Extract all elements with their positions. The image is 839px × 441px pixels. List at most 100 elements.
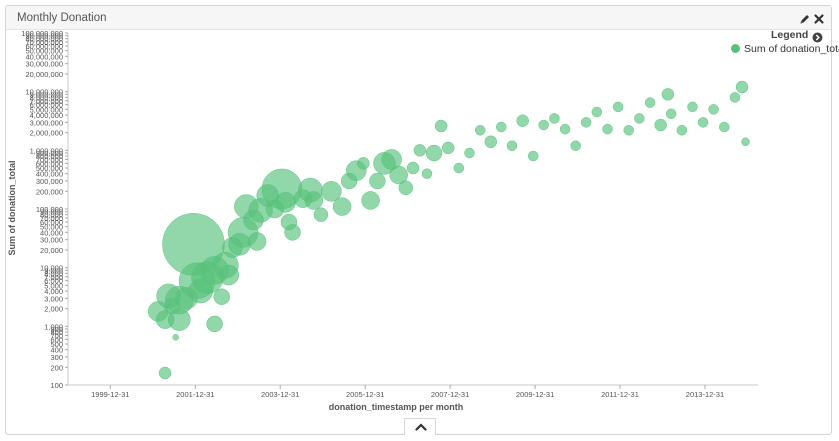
- data-point[interactable]: [321, 181, 342, 202]
- y-tick-label: 40,000,000: [25, 52, 63, 61]
- x-tick-label: 2013-12-31: [686, 390, 724, 399]
- y-tick-label: 7,000,000: [30, 97, 63, 106]
- y-tick-label: 6,000: [44, 277, 63, 286]
- data-point[interactable]: [398, 180, 414, 196]
- data-point[interactable]: [591, 106, 603, 118]
- y-tick-label: 700,000: [36, 155, 63, 164]
- data-point[interactable]: [441, 141, 455, 155]
- data-point[interactable]: [413, 144, 427, 157]
- y-tick-label: 200: [50, 363, 63, 372]
- y-tick-label: 800,000: [36, 152, 63, 161]
- data-point[interactable]: [406, 161, 420, 175]
- data-point[interactable]: [570, 140, 581, 151]
- data-point[interactable]: [218, 264, 240, 286]
- data-point[interactable]: [313, 207, 329, 222]
- data-point[interactable]: [304, 191, 324, 210]
- y-tick-label: 2,000,000: [30, 129, 63, 138]
- data-point[interactable]: [644, 97, 656, 108]
- legend-toggle[interactable]: Legend: [771, 29, 809, 41]
- data-point[interactable]: [687, 101, 698, 113]
- data-point[interactable]: [206, 315, 223, 333]
- y-tick-label: 1,000,000: [30, 146, 63, 155]
- y-tick-label: 80,000: [40, 211, 63, 220]
- data-point[interactable]: [172, 334, 179, 341]
- y-tick-label: 90,000,000: [25, 32, 63, 41]
- data-point[interactable]: [665, 108, 677, 120]
- data-point[interactable]: [634, 113, 645, 124]
- data-point[interactable]: [580, 117, 592, 128]
- y-axis-title: Sum of donation_total: [7, 161, 17, 256]
- data-point[interactable]: [661, 88, 675, 101]
- y-tick-label: 500: [50, 340, 63, 349]
- visualization-panel: Monthly Donation: [5, 5, 832, 435]
- y-tick-label: 400,000: [36, 170, 63, 179]
- y-tick-label: 60,000,000: [25, 42, 63, 51]
- y-tick-label: 10,000: [40, 264, 63, 273]
- data-point[interactable]: [464, 147, 475, 159]
- data-point[interactable]: [213, 288, 230, 305]
- data-point[interactable]: [496, 121, 507, 133]
- data-point[interactable]: [559, 123, 571, 135]
- x-tick-label: 2007-12-31: [431, 390, 469, 399]
- data-point[interactable]: [506, 140, 518, 151]
- y-tick-label: 60,000: [40, 218, 63, 227]
- y-tick-label: 30,000,000: [25, 60, 63, 69]
- data-point[interactable]: [275, 192, 296, 213]
- data-point[interactable]: [602, 123, 613, 135]
- data-point[interactable]: [676, 124, 688, 136]
- data-point[interactable]: [474, 124, 486, 136]
- y-tick-label: 50,000,000: [25, 47, 63, 56]
- x-tick-label: 2011-12-31: [601, 390, 639, 399]
- data-point[interactable]: [719, 121, 730, 133]
- data-point[interactable]: [425, 144, 443, 162]
- data-point[interactable]: [708, 104, 719, 115]
- data-point[interactable]: [453, 162, 465, 174]
- y-tick-label: 200,000: [36, 187, 63, 196]
- data-point[interactable]: [484, 135, 498, 149]
- y-tick-label: 4,000: [44, 287, 63, 296]
- close-icon[interactable]: [813, 12, 825, 24]
- y-tick-label: 3,000: [44, 294, 63, 303]
- data-point[interactable]: [421, 168, 433, 179]
- y-tick-label: 30,000: [40, 236, 63, 245]
- data-point[interactable]: [623, 124, 634, 136]
- data-point[interactable]: [538, 119, 549, 131]
- y-tick-label: 100: [50, 381, 63, 390]
- pencil-icon[interactable]: [799, 12, 811, 24]
- data-point[interactable]: [332, 197, 352, 216]
- data-point[interactable]: [741, 137, 750, 147]
- y-tick-label: 900,000: [36, 149, 63, 158]
- data-point[interactable]: [527, 150, 539, 162]
- y-tick-label: 9,000,000: [30, 90, 63, 99]
- y-tick-label: 300: [50, 353, 63, 362]
- data-point[interactable]: [612, 101, 624, 113]
- y-tick-label: 700: [50, 331, 63, 340]
- panel-footer: [0, 418, 839, 441]
- y-tick-label: 100,000,000: [21, 29, 63, 38]
- data-point[interactable]: [361, 191, 380, 210]
- data-point[interactable]: [549, 113, 560, 124]
- data-point[interactable]: [284, 224, 301, 241]
- y-tick-label: 600,000: [36, 159, 63, 168]
- y-tick-label: 8,000: [44, 269, 63, 278]
- data-point[interactable]: [158, 366, 172, 380]
- data-point[interactable]: [434, 119, 448, 133]
- legend-toggle-icon[interactable]: [812, 30, 823, 43]
- legend-series-dot: [731, 44, 740, 53]
- data-point[interactable]: [654, 118, 667, 132]
- data-point[interactable]: [697, 117, 709, 128]
- y-tick-label: 600: [50, 335, 63, 344]
- data-point[interactable]: [369, 172, 386, 190]
- data-point[interactable]: [516, 114, 529, 127]
- data-point[interactable]: [247, 232, 267, 251]
- data-point[interactable]: [735, 80, 749, 94]
- y-tick-label: 800: [50, 328, 63, 337]
- y-tick-label: 2,000: [44, 305, 63, 314]
- data-point[interactable]: [729, 92, 741, 103]
- data-point[interactable]: [357, 157, 370, 170]
- data-point[interactable]: [389, 165, 408, 185]
- expand-button[interactable]: [404, 418, 436, 435]
- y-tick-label: 4,000,000: [30, 111, 63, 120]
- y-tick-label: 500,000: [36, 164, 63, 173]
